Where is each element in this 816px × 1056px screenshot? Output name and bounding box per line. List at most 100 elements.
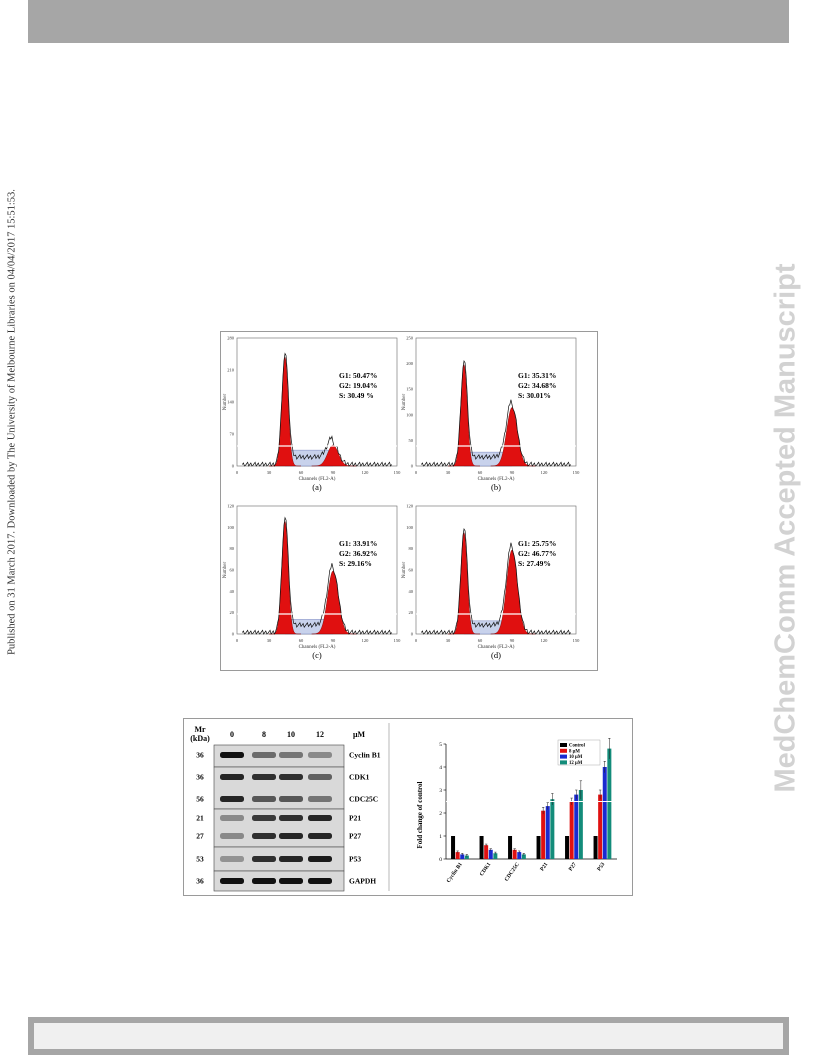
y-tick-label: 200 <box>406 361 414 366</box>
protein-band <box>252 752 276 758</box>
dose-label: 12 <box>316 730 324 739</box>
s-percentage: S: 29.16% <box>339 559 372 568</box>
histogram-trace <box>421 360 571 467</box>
protein-band <box>252 815 276 821</box>
y-tick-label: 5 <box>439 742 442 748</box>
protein-band <box>220 815 244 821</box>
protein-label: P21 <box>349 814 361 823</box>
y-tick-label: 1 <box>439 834 442 840</box>
x-tick-label: 30 <box>446 638 451 643</box>
panel-label: (a) <box>312 482 322 492</box>
y-tick-label: 120 <box>406 504 414 509</box>
g1-percentage: G1: 25.75% <box>518 539 556 548</box>
x-tick-label: 0 <box>415 638 418 643</box>
y-tick-label: 40 <box>230 589 235 594</box>
panel-label: (c) <box>312 650 322 660</box>
header-bar <box>28 0 789 43</box>
chart-y-label: Fold change of control <box>416 781 424 848</box>
x-tick-label: 60 <box>299 638 304 643</box>
category-label: CDK1 <box>479 862 493 878</box>
bar <box>578 790 583 859</box>
histogram-trace <box>242 352 392 467</box>
legend-label: Control <box>569 744 586 749</box>
cell-cycle-figure: 0 30 60 90 120 150 0 70 140 210 280 Channels (FL2-A… <box>220 331 598 671</box>
bar <box>484 845 489 859</box>
bar <box>488 849 493 859</box>
plot-frame <box>236 505 398 635</box>
g2-percentage: G2: 19.04% <box>339 381 377 390</box>
bar <box>512 849 517 859</box>
protein-band <box>279 774 303 780</box>
bar <box>607 748 612 859</box>
blot-membrane <box>213 766 345 810</box>
blot-membrane <box>213 808 345 848</box>
y-tick-label: 280 <box>227 336 235 341</box>
bar <box>536 836 541 859</box>
western-blot-panel: Mr (kDa) μM 0 8 10 12 36 Cyclin B1 36 CDK1 56 CDC… <box>190 723 390 892</box>
protein-band <box>279 796 303 802</box>
x-tick-label: 30 <box>267 470 272 475</box>
x-tick-label: 90 <box>510 470 515 475</box>
histogram-trace <box>242 516 392 635</box>
mr-value: 21 <box>196 814 204 823</box>
g1-percentage: G1: 50.47% <box>339 371 377 380</box>
x-tick-label: 120 <box>362 638 370 643</box>
y-tick-label: 120 <box>227 504 235 509</box>
protein-band <box>252 878 276 884</box>
bar <box>460 854 465 859</box>
y-tick-label: 80 <box>230 546 235 551</box>
y-tick-label: 100 <box>406 525 414 530</box>
x-axis-label: Channels (FL2-A) <box>478 645 515 650</box>
x-tick-label: 120 <box>541 638 549 643</box>
x-tick-label: 60 <box>478 470 483 475</box>
histogram-panel: 0 30 60 90 120 150 0 20 40 60 80 100 120 Channels (FL… <box>402 504 580 661</box>
category-label: P27 <box>568 862 578 873</box>
dose-label: 8 <box>262 730 266 739</box>
protein-band <box>220 878 244 884</box>
dose-label: 10 <box>287 730 295 739</box>
x-tick-label: 0 <box>236 470 239 475</box>
x-tick-label: 60 <box>478 638 483 643</box>
y-tick-label: 20 <box>230 610 235 615</box>
protein-band <box>308 833 332 839</box>
protein-band <box>279 815 303 821</box>
protein-band <box>308 856 332 862</box>
bar <box>464 855 469 859</box>
protein-band <box>279 752 303 758</box>
mr-value: 56 <box>196 795 204 804</box>
protein-label: CDC25C <box>349 795 378 804</box>
histogram-panel: 0 30 60 90 120 150 0 20 40 60 80 100 120 Channels (FL… <box>223 504 401 661</box>
s-percentage: S: 30.01% <box>518 391 551 400</box>
bar <box>598 794 603 859</box>
bar <box>569 801 574 859</box>
protein-band <box>220 856 244 862</box>
y-tick-label: 4 <box>439 765 442 771</box>
x-tick-label: 90 <box>331 638 336 643</box>
watermark-text: MedChemComm Accepted Manuscript <box>769 263 802 793</box>
fold-change-chart: Fold change of control 0 1 2 3 4 5 Cyclin B1 CD… <box>416 738 617 884</box>
x-tick-label: 120 <box>541 470 549 475</box>
protein-label: P53 <box>349 855 361 864</box>
x-axis-label: Channels (FL2-A) <box>299 645 336 650</box>
plot-frame <box>415 337 577 467</box>
legend-swatch <box>560 748 567 753</box>
histogram-panel: 0 30 60 90 120 150 0 70 140 210 280 Channels (FL2-A… <box>223 336 401 493</box>
protein-band <box>252 833 276 839</box>
bar <box>550 799 555 859</box>
kda-header: (kDa) <box>190 734 210 743</box>
protein-band <box>279 833 303 839</box>
legend-swatch <box>560 754 567 759</box>
protein-label: P27 <box>349 832 361 841</box>
protein-label: CDK1 <box>349 773 370 782</box>
plot-frame <box>236 337 398 467</box>
bar <box>479 836 484 859</box>
y-axis-label: Number <box>223 393 228 410</box>
legend-label: 12 μM <box>569 761 583 766</box>
download-notice-text: Published on 31 March 2017. Downloaded b… <box>6 189 18 655</box>
bar <box>574 794 579 859</box>
y-tick-label: 60 <box>230 568 235 573</box>
protein-expression-figure: Mr (kDa) μM 0 8 10 12 36 Cyclin B1 36 CDK1 56 CDC… <box>183 718 633 896</box>
mr-value: 53 <box>196 855 204 864</box>
y-tick-label: 100 <box>406 412 414 417</box>
legend-label: 10 μM <box>569 755 583 760</box>
